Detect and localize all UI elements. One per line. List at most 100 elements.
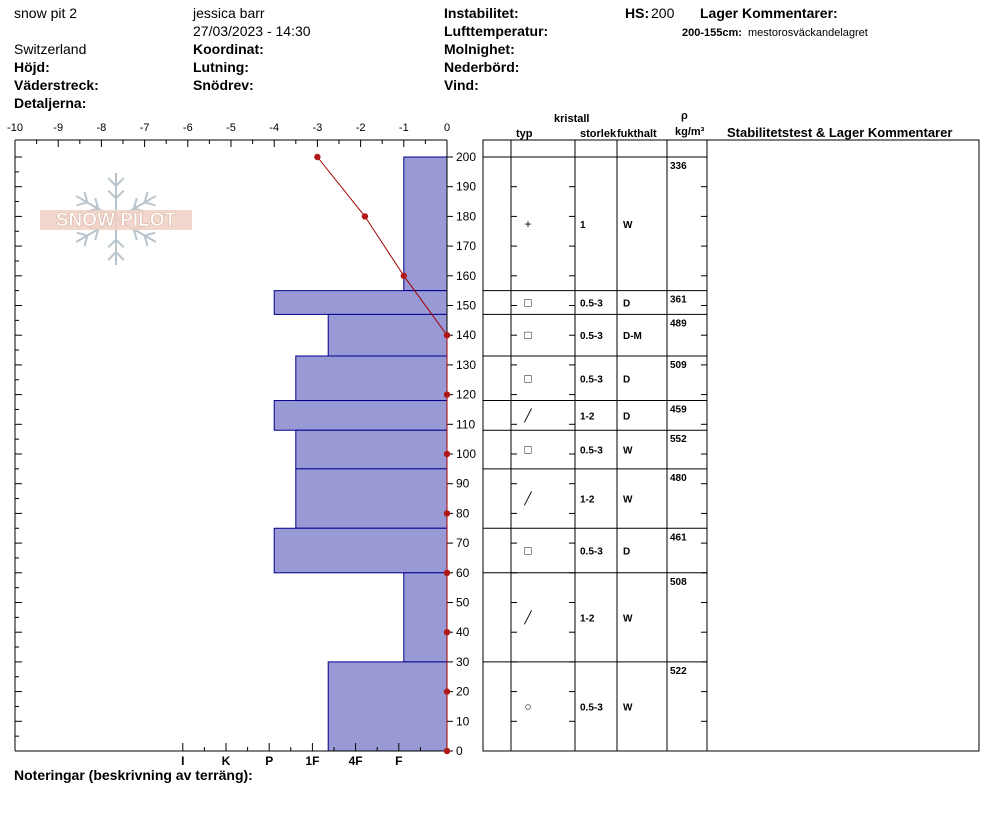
- layer-density-0: 336: [670, 161, 687, 172]
- layer-density-9: 522: [670, 666, 687, 677]
- elevation-label: Höjd:: [14, 59, 50, 75]
- density-unit-header: kg/m³: [675, 126, 705, 138]
- layer-comment-text: mestorosväckandelagret: [748, 27, 868, 39]
- temp-tick-label-9: -1: [399, 122, 409, 134]
- layer-moisture-7: D: [623, 547, 630, 558]
- layer-density-2: 489: [670, 318, 687, 329]
- cloud-cover-label: Molnighet:: [444, 41, 515, 57]
- temp-tick-label-8: -2: [356, 122, 366, 134]
- observer-name: jessica barr: [193, 5, 265, 21]
- height-tick-label-16: 160: [456, 269, 476, 283]
- temperature-point-4: [443, 391, 451, 398]
- height-tick-label-17: 170: [456, 239, 476, 253]
- layer-density-3: 509: [670, 360, 687, 371]
- layer-size-8: 1-2: [580, 613, 595, 624]
- temp-tick-label-4: -6: [183, 122, 193, 134]
- details-label: Detaljerna:: [14, 95, 87, 111]
- layer-type-5: □: [524, 443, 531, 457]
- temperature-point-0: [314, 153, 321, 161]
- table-frame: [482, 139, 980, 752]
- hardness-tick-label-4: 4F: [349, 754, 363, 768]
- precipitation-label: Nederbörd:: [444, 59, 520, 75]
- hardness-tick-label-0: I: [181, 754, 184, 768]
- temperature-point-6: [443, 510, 451, 517]
- instability-label: Instabilitet:: [444, 5, 519, 21]
- wind-label: Vind:: [444, 77, 479, 93]
- height-tick-label-18: 180: [456, 209, 476, 223]
- height-tick-label-10: 100: [456, 447, 476, 461]
- layer-size-6: 1-2: [580, 495, 595, 506]
- layer-type-8: ╱: [523, 609, 532, 624]
- layer-moisture-8: W: [623, 613, 633, 624]
- height-tick-label-15: 150: [456, 299, 476, 313]
- layer-type-1: □: [524, 296, 531, 310]
- temperature-point-8: [443, 629, 451, 636]
- height-tick-label-2: 20: [456, 685, 470, 699]
- hardness-bar-9: [327, 661, 448, 752]
- logo-text: SNOW PILOT: [56, 210, 177, 231]
- height-tick-label-12: 120: [456, 388, 476, 402]
- hardness-bar-7: [273, 527, 448, 574]
- hardness-tick-label-5: F: [395, 754, 402, 768]
- height-tick-label-19: 190: [456, 180, 476, 194]
- temp-tick-label-0: -10: [7, 122, 23, 134]
- temp-tick-label-6: -4: [269, 122, 279, 134]
- crystal-header: kristall: [554, 113, 590, 125]
- height-tick-label-0: 0: [456, 744, 463, 758]
- temperature-point-5: [443, 450, 451, 458]
- temp-tick-label-2: -8: [97, 122, 107, 134]
- temp-tick-label-3: -7: [140, 122, 150, 134]
- temp-tick-label-7: -3: [313, 122, 323, 134]
- layer-size-4: 1-2: [580, 411, 595, 422]
- hs-value: 200: [651, 5, 675, 21]
- hardness-bar-0: [403, 156, 448, 292]
- height-tick-label-20: 200: [456, 150, 476, 164]
- height-tick-label-13: 130: [456, 358, 476, 372]
- hardness-bar-8: [403, 572, 448, 663]
- layer-moisture-3: D: [623, 374, 630, 385]
- layer-type-3: □: [524, 371, 531, 385]
- hardness-bar-4: [273, 400, 448, 431]
- temperature-point-2: [400, 272, 407, 279]
- layer-size-2: 0.5-3: [580, 331, 603, 342]
- height-tick-label-14: 140: [456, 328, 476, 342]
- layer-moisture-4: D: [623, 411, 630, 422]
- height-tick-label-5: 50: [456, 596, 470, 610]
- layer-type-4: ╱: [523, 407, 532, 422]
- hardness-bar-1: [273, 290, 448, 315]
- blowing-snow-label: Snödrev:: [193, 77, 254, 93]
- layer-moisture-5: W: [623, 446, 633, 457]
- layer-type-0: +: [524, 217, 531, 231]
- layer-moisture-1: D: [623, 299, 630, 310]
- layer-density-4: 459: [670, 405, 687, 416]
- height-tick-label-11: 110: [456, 417, 475, 431]
- layer-moisture-9: W: [623, 702, 633, 713]
- height-tick-label-8: 80: [456, 506, 470, 520]
- hardness-bar-2: [327, 313, 448, 357]
- layer-comment-range: 200-155cm:: [682, 27, 742, 39]
- layer-comments-label: Lager Kommentarer:: [700, 5, 838, 21]
- temperature-point-9: [443, 688, 451, 695]
- hs-label: HS:: [625, 5, 650, 21]
- hardness-tick-label-3: 1F: [305, 754, 319, 768]
- hardness-bar-5: [295, 429, 448, 470]
- layer-type-7: □: [524, 544, 531, 558]
- hardness-tick-label-1: K: [222, 754, 231, 768]
- notes-label: Noteringar (beskrivning av terräng):: [14, 767, 253, 783]
- layer-type-2: □: [524, 328, 531, 342]
- layer-type-9: ○: [524, 699, 531, 713]
- layer-size-0: 1: [580, 220, 586, 231]
- type-header: typ: [516, 128, 533, 140]
- layer-moisture-6: W: [623, 495, 633, 506]
- temp-tick-label-10: 0: [444, 122, 450, 134]
- height-tick-label-9: 90: [456, 477, 470, 491]
- layer-density-8: 508: [670, 577, 687, 588]
- observation-datetime: 27/03/2023 - 14:30: [193, 23, 311, 39]
- layer-size-7: 0.5-3: [580, 547, 603, 558]
- temp-tick-label-1: -9: [53, 122, 63, 134]
- layer-density-1: 361: [670, 295, 687, 306]
- aspect-label: Väderstreck:: [14, 77, 99, 93]
- hardness-tick-label-2: P: [265, 754, 273, 768]
- height-tick-label-6: 60: [456, 566, 470, 580]
- air-temperature-label: Lufttemperatur:: [444, 23, 549, 39]
